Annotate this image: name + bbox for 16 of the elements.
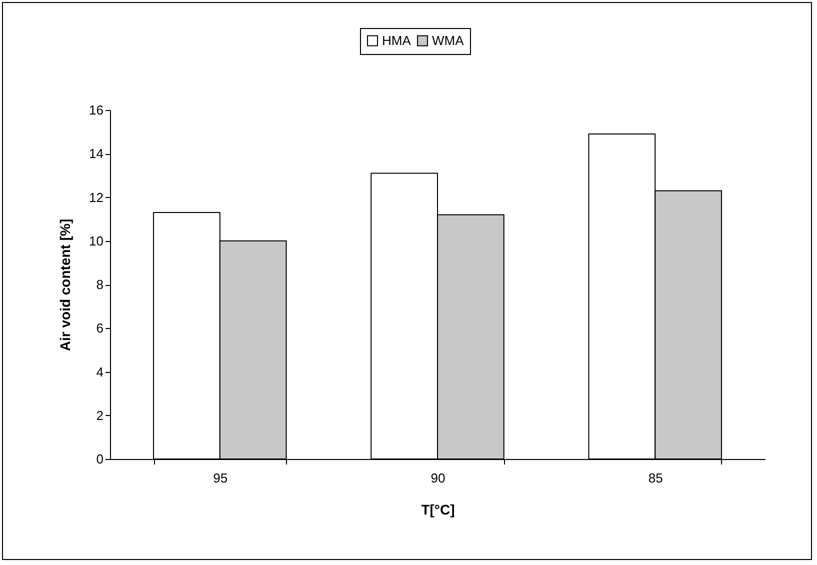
y-tick-label: 2 [96,408,104,423]
y-tick-label: 16 [89,102,104,118]
legend-label: HMA [382,32,412,48]
y-tick-label: 4 [96,364,104,380]
y-tick-label: 12 [89,190,104,205]
y-tick-label: 14 [89,146,104,162]
x-axis-title: T[°C] [421,502,455,518]
y-axis-title: Air void content [%] [57,218,74,352]
y-tick-label: 10 [89,233,104,248]
y-tick-label: 0 [96,452,104,466]
y-tick-label: 8 [96,277,104,292]
y-tick-label: 6 [96,320,104,336]
x-tick-label: 90 [430,470,446,486]
x-tick-label: 95 [213,470,228,486]
x-tick-label: 85 [648,470,663,486]
legend-label: WMA [432,32,464,48]
